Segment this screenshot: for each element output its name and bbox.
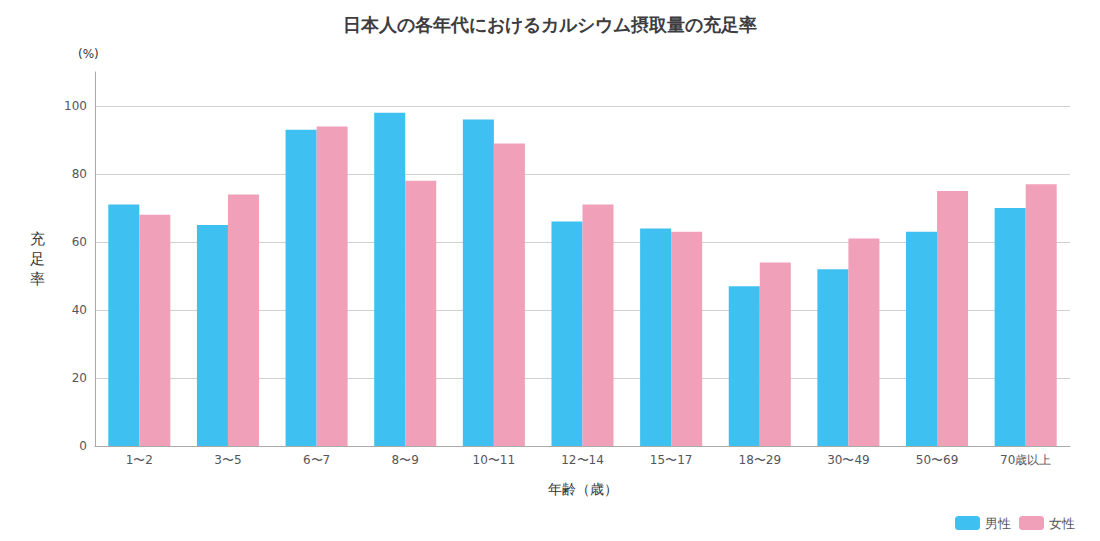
svg-text:率: 率	[30, 270, 45, 288]
svg-text:60: 60	[72, 235, 87, 249]
svg-text:(%): (%)	[78, 47, 99, 61]
svg-text:8〜9: 8〜9	[392, 453, 419, 467]
svg-text:1〜2: 1〜2	[126, 453, 153, 467]
svg-text:18〜29: 18〜29	[738, 453, 781, 467]
svg-text:足: 足	[30, 250, 45, 268]
svg-text:0: 0	[79, 439, 87, 453]
svg-text:日本人の各年代におけるカルシウム摂取量の充足率: 日本人の各年代におけるカルシウム摂取量の充足率	[343, 14, 757, 35]
svg-text:12〜14: 12〜14	[561, 453, 604, 467]
svg-text:年齢（歳）: 年齢（歳）	[548, 481, 618, 497]
svg-text:30〜49: 30〜49	[827, 453, 870, 467]
svg-text:15〜17: 15〜17	[650, 453, 693, 467]
svg-text:20: 20	[72, 371, 87, 385]
svg-text:6〜7: 6〜7	[303, 453, 330, 467]
svg-text:女性: 女性	[1049, 516, 1075, 531]
svg-text:充: 充	[30, 230, 45, 248]
svg-text:3〜5: 3〜5	[214, 453, 241, 467]
svg-text:70歳以上: 70歳以上	[1000, 453, 1051, 467]
svg-text:50〜69: 50〜69	[916, 453, 959, 467]
svg-text:100: 100	[64, 99, 87, 113]
svg-text:40: 40	[72, 303, 87, 317]
svg-text:10〜11: 10〜11	[473, 453, 516, 467]
svg-text:80: 80	[72, 167, 87, 181]
svg-text:男性: 男性	[985, 516, 1011, 531]
